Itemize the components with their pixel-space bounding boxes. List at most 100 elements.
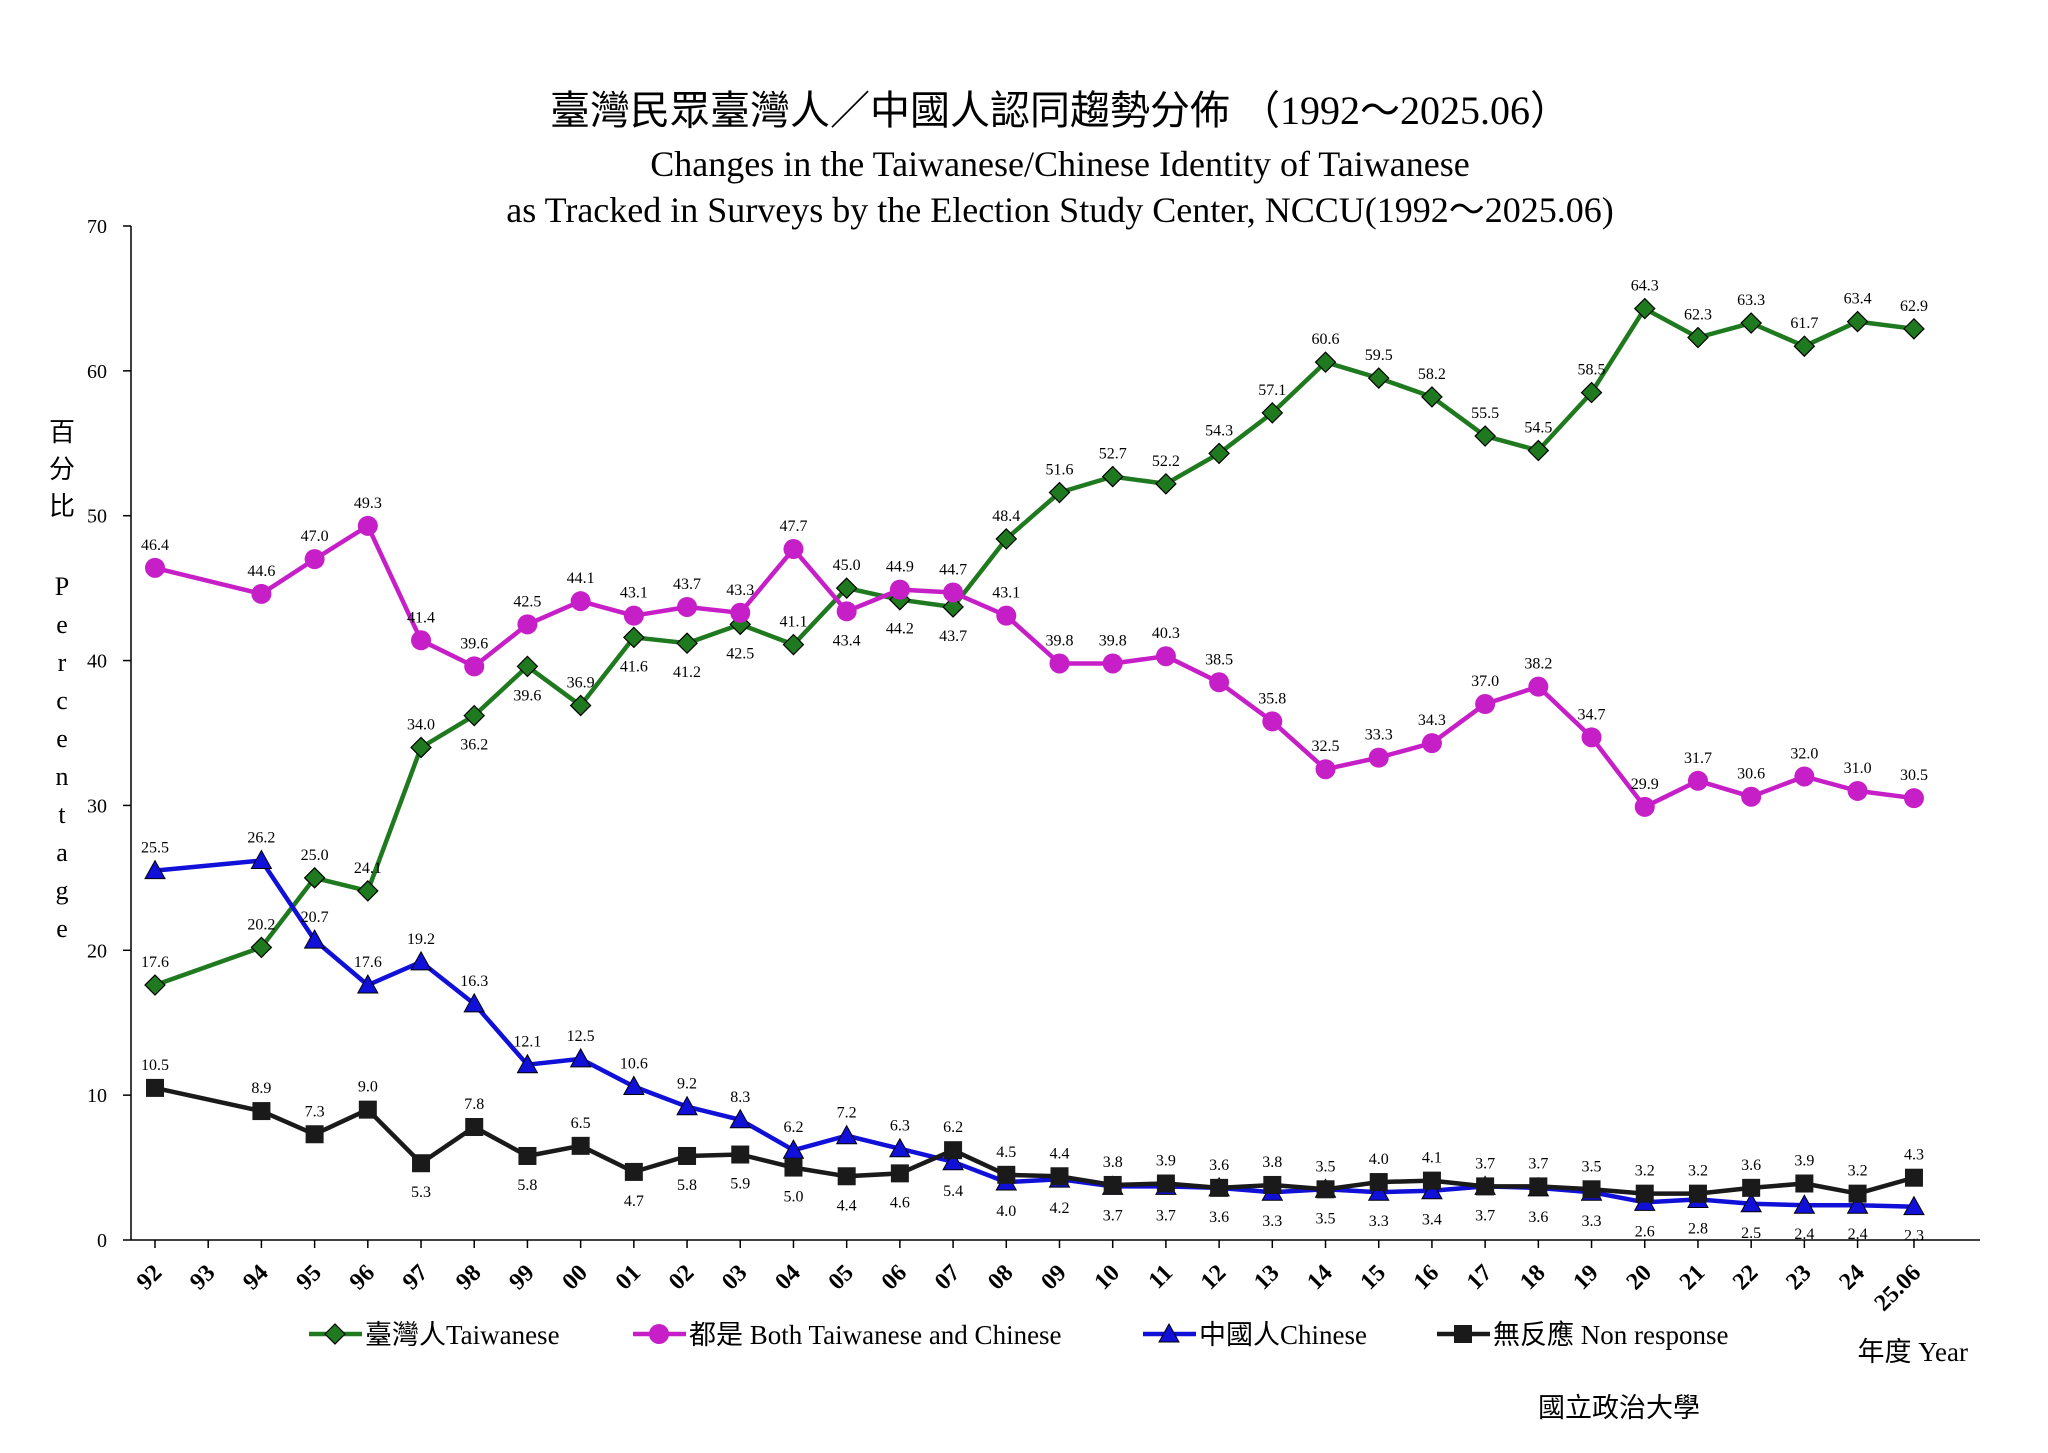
data-label: 34.3 [1418, 712, 1446, 729]
data-label: 59.5 [1365, 347, 1393, 364]
data-point [1795, 1174, 1814, 1193]
data-label: 30.5 [1900, 767, 1928, 784]
x-tick-label: 12 [1196, 1260, 1231, 1295]
data-point [1740, 1192, 1763, 1213]
data-point [1210, 1178, 1229, 1197]
data-point [464, 656, 485, 677]
data-point [1740, 312, 1763, 334]
x-tick-label: 03 [717, 1260, 752, 1295]
data-label: 10.6 [620, 1055, 648, 1072]
data-label: 10.5 [141, 1057, 169, 1074]
data-label: 3.4 [1422, 1212, 1442, 1229]
data-label: 3.8 [1262, 1154, 1282, 1171]
data-label: 52.7 [1099, 446, 1127, 463]
data-point [1904, 1168, 1923, 1187]
series-both [145, 515, 1924, 817]
x-tick-label: 13 [1249, 1260, 1284, 1295]
data-point [997, 1165, 1016, 1184]
data-point [729, 1108, 752, 1129]
data-label: 52.2 [1152, 453, 1180, 470]
x-tick-label: 05 [824, 1260, 859, 1295]
data-point [1847, 780, 1868, 801]
data-point [1688, 1184, 1707, 1203]
data-point [1102, 653, 1123, 674]
data-point [1741, 786, 1762, 807]
x-tick-label: 98 [451, 1260, 486, 1295]
y-axis-label-char: e [56, 610, 68, 639]
x-tick-label: 16 [1409, 1260, 1444, 1295]
data-label: 43.7 [673, 576, 701, 593]
data-label: 58.5 [1578, 362, 1606, 379]
data-label: 5.3 [411, 1184, 431, 1201]
x-tick-label: 00 [558, 1260, 593, 1295]
data-point [942, 596, 964, 618]
data-point [677, 596, 698, 617]
x-tick-label: 10 [1090, 1260, 1125, 1295]
data-point [1050, 1167, 1069, 1186]
data-point [1421, 733, 1442, 754]
data-label: 57.1 [1258, 382, 1286, 399]
data-label: 8.9 [251, 1080, 271, 1097]
data-point [1633, 297, 1656, 320]
x-tick-label: 19 [1568, 1260, 1603, 1295]
data-label: 5.8 [677, 1177, 697, 1194]
data-label: 6.2 [943, 1119, 963, 1136]
data-label: 4.2 [1049, 1200, 1069, 1217]
data-label: 5.9 [730, 1176, 750, 1193]
data-label: 3.7 [1156, 1207, 1176, 1224]
data-point [1421, 1179, 1443, 1200]
data-label: 3.6 [1209, 1157, 1229, 1174]
data-label: 5.4 [943, 1183, 963, 1200]
data-point [1367, 367, 1390, 389]
y-axis-label-char: c [56, 686, 68, 715]
data-label: 62.9 [1900, 298, 1928, 315]
data-label: 20.7 [301, 909, 329, 926]
data-point [1634, 796, 1655, 817]
data-point [943, 582, 964, 603]
data-label: 31.0 [1844, 760, 1872, 777]
legend-label: 都是 Both Taiwanese and Chinese [689, 1320, 1062, 1350]
data-label: 36.2 [460, 737, 488, 754]
y-tick-label: 0 [97, 1230, 107, 1252]
data-label: 26.2 [247, 829, 275, 846]
x-tick-label: 96 [345, 1260, 380, 1295]
data-point [1794, 766, 1815, 787]
y-axis-label-char: e [56, 914, 68, 943]
data-point [1742, 1178, 1761, 1197]
data-point [571, 1136, 590, 1155]
x-tick-label: 22 [1728, 1260, 1763, 1295]
data-label: 3.6 [1209, 1209, 1229, 1226]
data-label: 3.2 [1635, 1163, 1655, 1180]
legend-item-taiwanese: 臺灣人Taiwanese [309, 1320, 560, 1350]
data-point [1580, 381, 1603, 404]
data-label: 42.5 [513, 593, 541, 610]
series-layer [144, 297, 1925, 1216]
data-label: 51.6 [1045, 462, 1073, 479]
data-point [570, 591, 591, 612]
series-chinese [144, 849, 1925, 1216]
x-tick-label: 08 [983, 1260, 1018, 1295]
data-label: 3.8 [1103, 1154, 1123, 1171]
x-tick-label: 14 [1302, 1260, 1337, 1295]
data-label: 39.6 [513, 687, 541, 704]
chart-subtitle-line-2: as Tracked in Surveys by the Election St… [506, 190, 1613, 230]
y-tick-label: 20 [87, 940, 107, 962]
data-point [624, 1162, 643, 1181]
data-point [1369, 1173, 1388, 1192]
data-label: 43.1 [620, 585, 648, 602]
data-label: 44.2 [886, 621, 914, 638]
data-point [305, 1125, 324, 1144]
legend-item-non-response: 無反應 Non response [1437, 1320, 1728, 1350]
data-label: 35.8 [1258, 690, 1286, 707]
data-point [357, 515, 378, 536]
data-label: 4.6 [890, 1194, 910, 1211]
x-tick-label: 23 [1781, 1260, 1816, 1295]
data-point [676, 1095, 698, 1116]
data-point [410, 736, 432, 759]
data-point [569, 694, 592, 717]
x-tick-label: 09 [1036, 1260, 1071, 1295]
data-label: 3.7 [1475, 1155, 1495, 1172]
y-axis-label-char: P [55, 572, 69, 601]
data-point [144, 859, 166, 880]
